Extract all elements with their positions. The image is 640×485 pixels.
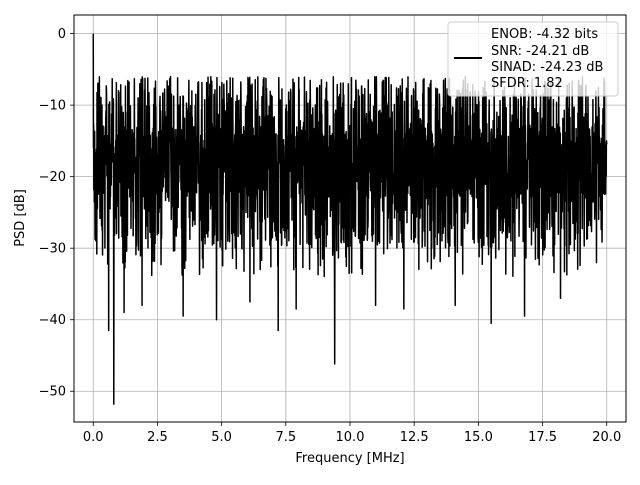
legend-entry-enob: ENOB: -4.32 bits <box>491 27 598 42</box>
x-tick-label: 20.0 <box>592 430 621 445</box>
x-axis-label: Frequency [MHz] <box>295 451 404 466</box>
x-tick-label: 10.0 <box>336 430 365 445</box>
x-tick-label: 12.5 <box>400 430 429 445</box>
legend-entry-snr: SNR: -24.21 dB <box>491 44 589 59</box>
legend-box <box>447 21 619 97</box>
y-tick-label: −20 <box>39 170 66 185</box>
series-layer <box>92 33 608 405</box>
y-tick-label: −10 <box>39 99 66 114</box>
x-tick-label: 2.5 <box>147 430 168 445</box>
x-tick-label: 15.0 <box>464 430 493 445</box>
y-tick-label: −30 <box>39 242 66 257</box>
x-axis-ticks: 0.0 2.5 5.0 7.5 10.0 12.5 15.0 17.5 20.0 <box>83 422 621 445</box>
legend: ENOB: -4.32 bits SNR: -24.21 dB SINAD: -… <box>447 21 619 97</box>
y-tick-label: −40 <box>39 313 66 328</box>
legend-entry-sfdr: SFDR: 1.82 <box>491 76 563 91</box>
y-axis-label: PSD [dB] <box>13 189 28 247</box>
x-tick-label: 7.5 <box>275 430 296 445</box>
psd-series-line <box>92 33 608 405</box>
legend-entry-sinad: SINAD: -24.23 dB <box>491 60 603 75</box>
y-tick-label: −50 <box>39 385 66 400</box>
y-tick-label: 0 <box>58 27 66 42</box>
x-tick-label: 0.0 <box>83 430 104 445</box>
x-tick-label: 17.5 <box>528 430 557 445</box>
x-tick-label: 5.0 <box>211 430 232 445</box>
y-axis-ticks: 0 −10 −20 −30 −40 −50 <box>39 27 74 400</box>
